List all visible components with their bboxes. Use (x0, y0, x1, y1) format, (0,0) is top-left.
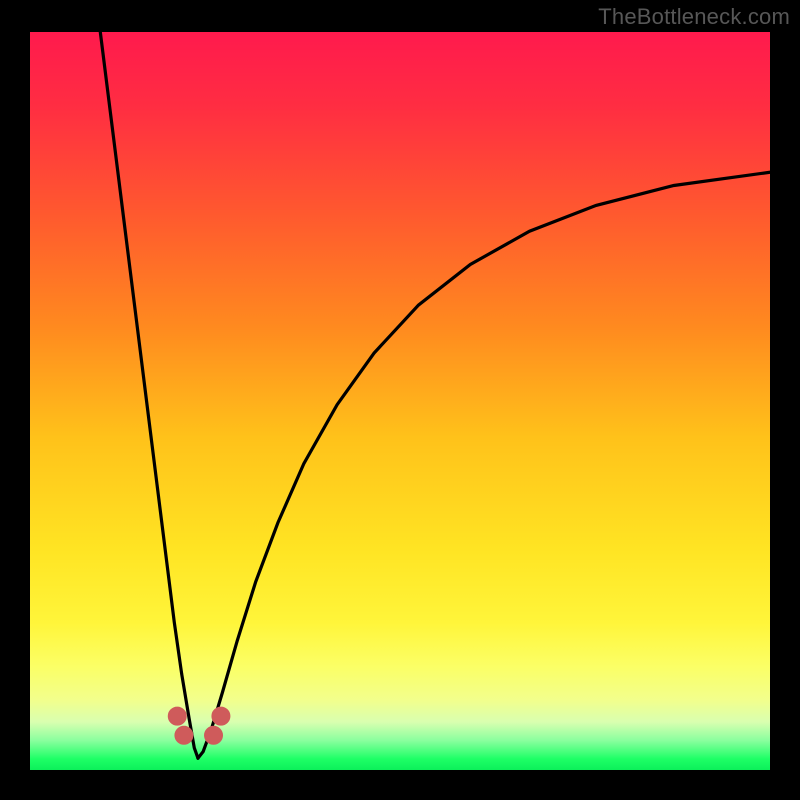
curve-left-branch (100, 32, 198, 758)
curve-right-branch (198, 172, 770, 758)
marker-point (205, 726, 223, 744)
marker-point (175, 726, 193, 744)
chart-plot-area (30, 32, 770, 770)
marker-point (168, 707, 186, 725)
marker-point (212, 707, 230, 725)
chart-svg-layer (30, 32, 770, 770)
watermark-text: TheBottleneck.com (598, 4, 790, 30)
